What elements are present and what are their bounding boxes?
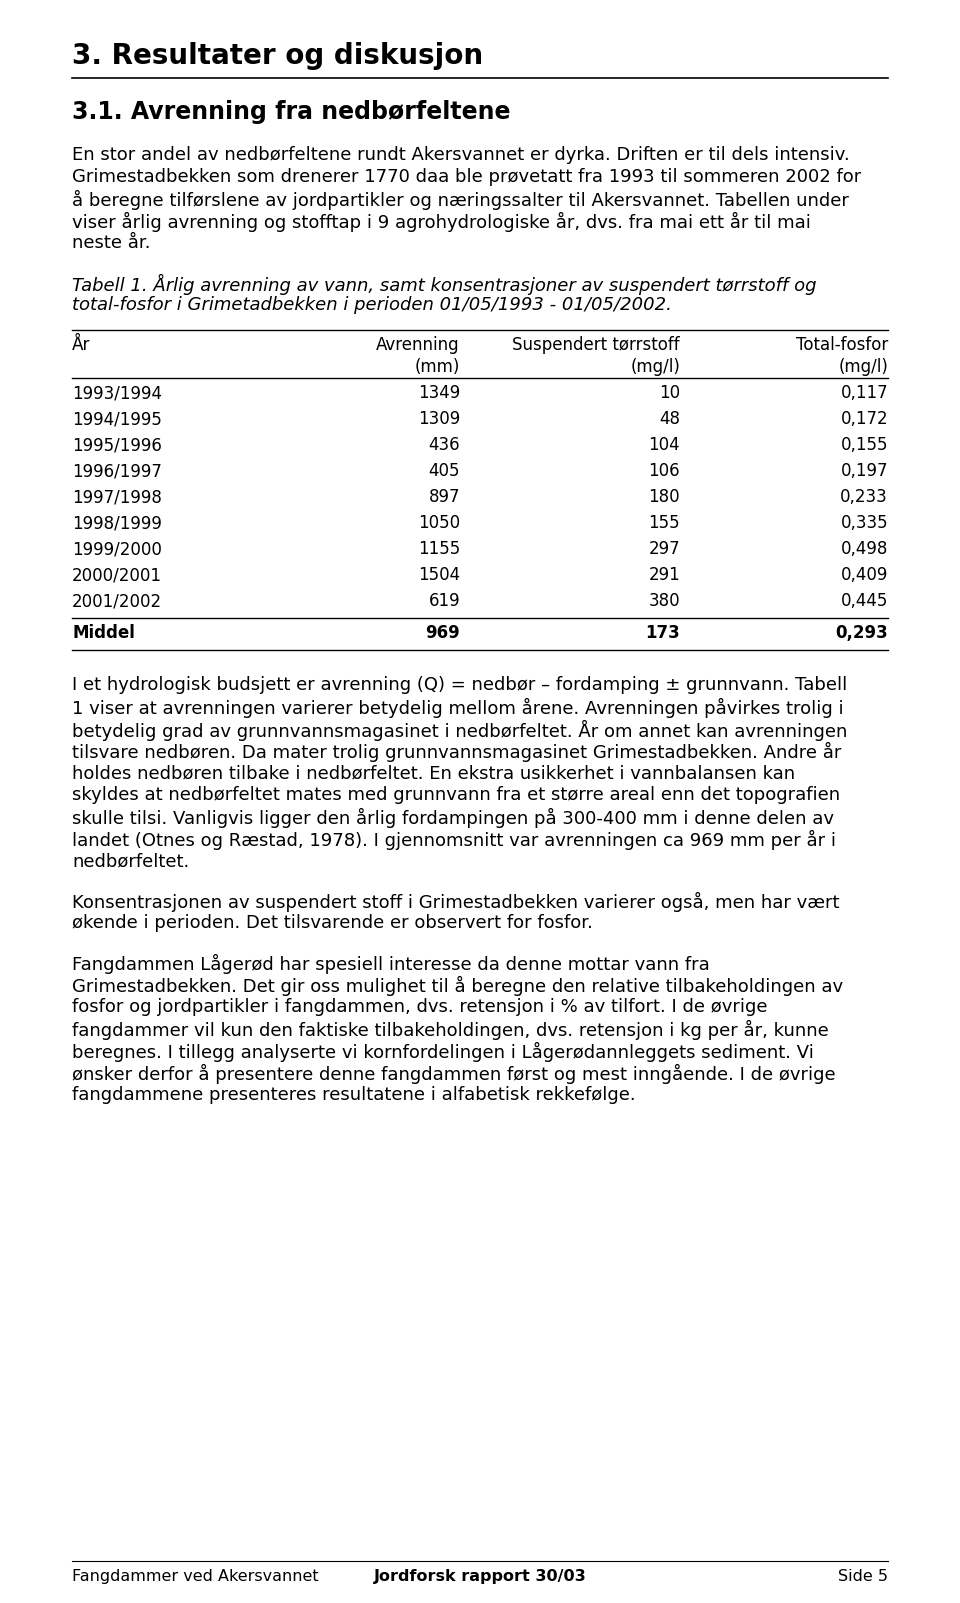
Text: Middel: Middel xyxy=(72,624,134,641)
Text: 0,498: 0,498 xyxy=(841,540,888,558)
Text: 1504: 1504 xyxy=(418,566,460,583)
Text: 0,197: 0,197 xyxy=(841,462,888,479)
Text: 104: 104 xyxy=(648,436,680,454)
Text: 405: 405 xyxy=(428,462,460,479)
Text: 0,117: 0,117 xyxy=(840,385,888,402)
Text: (mg/l): (mg/l) xyxy=(838,357,888,377)
Text: 0,233: 0,233 xyxy=(840,487,888,507)
Text: skulle tilsi. Vanligvis ligger den årlig fordampingen på 300-400 mm i denne dele: skulle tilsi. Vanligvis ligger den årlig… xyxy=(72,808,834,829)
Text: Side 5: Side 5 xyxy=(838,1569,888,1584)
Text: 10: 10 xyxy=(659,385,680,402)
Text: 1309: 1309 xyxy=(418,410,460,428)
Text: 180: 180 xyxy=(648,487,680,507)
Text: 1997/1998: 1997/1998 xyxy=(72,487,162,507)
Text: holdes nedbøren tilbake i nedbørfeltet. En ekstra usikkerhet i vannbalansen kan: holdes nedbøren tilbake i nedbørfeltet. … xyxy=(72,765,795,782)
Text: ønsker derfor å presentere denne fangdammen først og mest inngående. I de øvrige: ønsker derfor å presentere denne fangdam… xyxy=(72,1064,835,1084)
Text: 1995/1996: 1995/1996 xyxy=(72,436,162,454)
Text: År: År xyxy=(72,337,90,354)
Text: Fangdammen Lågerød har spesiell interesse da denne mottar vann fra: Fangdammen Lågerød har spesiell interess… xyxy=(72,954,709,975)
Text: 969: 969 xyxy=(425,624,460,641)
Text: 1993/1994: 1993/1994 xyxy=(72,385,162,402)
Text: landet (Otnes og Ræstad, 1978). I gjennomsnitt var avrenningen ca 969 mm per år : landet (Otnes og Ræstad, 1978). I gjenno… xyxy=(72,830,836,850)
Text: 2001/2002: 2001/2002 xyxy=(72,592,162,611)
Text: 0,409: 0,409 xyxy=(841,566,888,583)
Text: 380: 380 xyxy=(648,592,680,611)
Text: 0,172: 0,172 xyxy=(840,410,888,428)
Text: skyldes at nedbørfeltet mates med grunnvann fra et større areal enn det topograf: skyldes at nedbørfeltet mates med grunnv… xyxy=(72,785,840,805)
Text: 48: 48 xyxy=(659,410,680,428)
Text: økende i perioden. Det tilsvarende er observert for fosfor.: økende i perioden. Det tilsvarende er ob… xyxy=(72,914,593,931)
Text: Konsentrasjonen av suspendert stoff i Grimestadbekken varierer også, men har vær: Konsentrasjonen av suspendert stoff i Gr… xyxy=(72,891,839,912)
Text: 897: 897 xyxy=(428,487,460,507)
Text: Jordforsk rapport 30/03: Jordforsk rapport 30/03 xyxy=(373,1569,587,1584)
Text: neste år.: neste år. xyxy=(72,234,151,252)
Text: Tabell 1. Årlig avrenning av vann, samt konsentrasjoner av suspendert tørrstoff : Tabell 1. Årlig avrenning av vann, samt … xyxy=(72,274,817,295)
Text: 1999/2000: 1999/2000 xyxy=(72,540,162,558)
Text: (mg/l): (mg/l) xyxy=(630,357,680,377)
Text: fangdammene presenteres resultatene i alfabetisk rekkefølge.: fangdammene presenteres resultatene i al… xyxy=(72,1085,636,1104)
Text: viser årlig avrenning og stofftap i 9 agrohydrologiske år, dvs. fra mai ett år t: viser årlig avrenning og stofftap i 9 ag… xyxy=(72,212,811,232)
Text: 2000/2001: 2000/2001 xyxy=(72,566,162,583)
Text: 1996/1997: 1996/1997 xyxy=(72,462,162,479)
Text: fangdammer vil kun den faktiske tilbakeholdingen, dvs. retensjon i kg per år, ku: fangdammer vil kun den faktiske tilbakeh… xyxy=(72,1020,828,1040)
Text: I et hydrologisk budsjett er avrenning (Q) = nedbør – fordamping ± grunnvann. Ta: I et hydrologisk budsjett er avrenning (… xyxy=(72,676,848,694)
Text: 0,155: 0,155 xyxy=(841,436,888,454)
Text: 0,445: 0,445 xyxy=(841,592,888,611)
Text: total-fosfor i Grimetadbekken i perioden 01/05/1993 - 01/05/2002.: total-fosfor i Grimetadbekken i perioden… xyxy=(72,297,672,314)
Text: 1 viser at avrenningen varierer betydelig mellom årene. Avrenningen påvirkes tro: 1 viser at avrenningen varierer betydeli… xyxy=(72,697,844,718)
Text: 3.1. Avrenning fra nedbørfeltene: 3.1. Avrenning fra nedbørfeltene xyxy=(72,99,511,123)
Text: 297: 297 xyxy=(648,540,680,558)
Text: 1349: 1349 xyxy=(418,385,460,402)
Text: Grimestadbekken som drenerer 1770 daa ble prøvetatt fra 1993 til sommeren 2002 f: Grimestadbekken som drenerer 1770 daa bl… xyxy=(72,168,861,186)
Text: betydelig grad av grunnvannsmagasinet i nedbørfeltet. År om annet kan avrenninge: betydelig grad av grunnvannsmagasinet i … xyxy=(72,720,848,741)
Text: 1050: 1050 xyxy=(418,515,460,532)
Text: 291: 291 xyxy=(648,566,680,583)
Text: 173: 173 xyxy=(645,624,680,641)
Text: 0,293: 0,293 xyxy=(835,624,888,641)
Text: (mm): (mm) xyxy=(415,357,460,377)
Text: Fangdammer ved Akersvannet: Fangdammer ved Akersvannet xyxy=(72,1569,319,1584)
Text: 3. Resultater og diskusjon: 3. Resultater og diskusjon xyxy=(72,42,483,71)
Text: 1155: 1155 xyxy=(418,540,460,558)
Text: En stor andel av nedbørfeltene rundt Akersvannet er dyrka. Driften er til dels i: En stor andel av nedbørfeltene rundt Ake… xyxy=(72,146,850,164)
Text: 619: 619 xyxy=(428,592,460,611)
Text: nedbørfeltet.: nedbørfeltet. xyxy=(72,853,189,870)
Text: Total-fosfor: Total-fosfor xyxy=(796,337,888,354)
Text: 1994/1995: 1994/1995 xyxy=(72,410,162,428)
Text: 1998/1999: 1998/1999 xyxy=(72,515,162,532)
Text: 106: 106 xyxy=(648,462,680,479)
Text: tilsvare nedbøren. Da mater trolig grunnvannsmagasinet Grimestadbekken. Andre år: tilsvare nedbøren. Da mater trolig grunn… xyxy=(72,742,841,761)
Text: 0,335: 0,335 xyxy=(840,515,888,532)
Text: 155: 155 xyxy=(648,515,680,532)
Text: fosfor og jordpartikler i fangdammen, dvs. retensjon i % av tilfort. I de øvrige: fosfor og jordpartikler i fangdammen, dv… xyxy=(72,999,767,1016)
Text: beregnes. I tillegg analyserte vi kornfordelingen i Lågerødannleggets sediment. : beregnes. I tillegg analyserte vi kornfo… xyxy=(72,1042,814,1063)
Text: Grimestadbekken. Det gir oss mulighet til å beregne den relative tilbakeholdinge: Grimestadbekken. Det gir oss mulighet ti… xyxy=(72,976,843,995)
Text: 436: 436 xyxy=(428,436,460,454)
Text: Avrenning: Avrenning xyxy=(376,337,460,354)
Text: Suspendert tørrstoff: Suspendert tørrstoff xyxy=(513,337,680,354)
Text: å beregne tilførslene av jordpartikler og næringssalter til Akersvannet. Tabelle: å beregne tilførslene av jordpartikler o… xyxy=(72,191,849,210)
